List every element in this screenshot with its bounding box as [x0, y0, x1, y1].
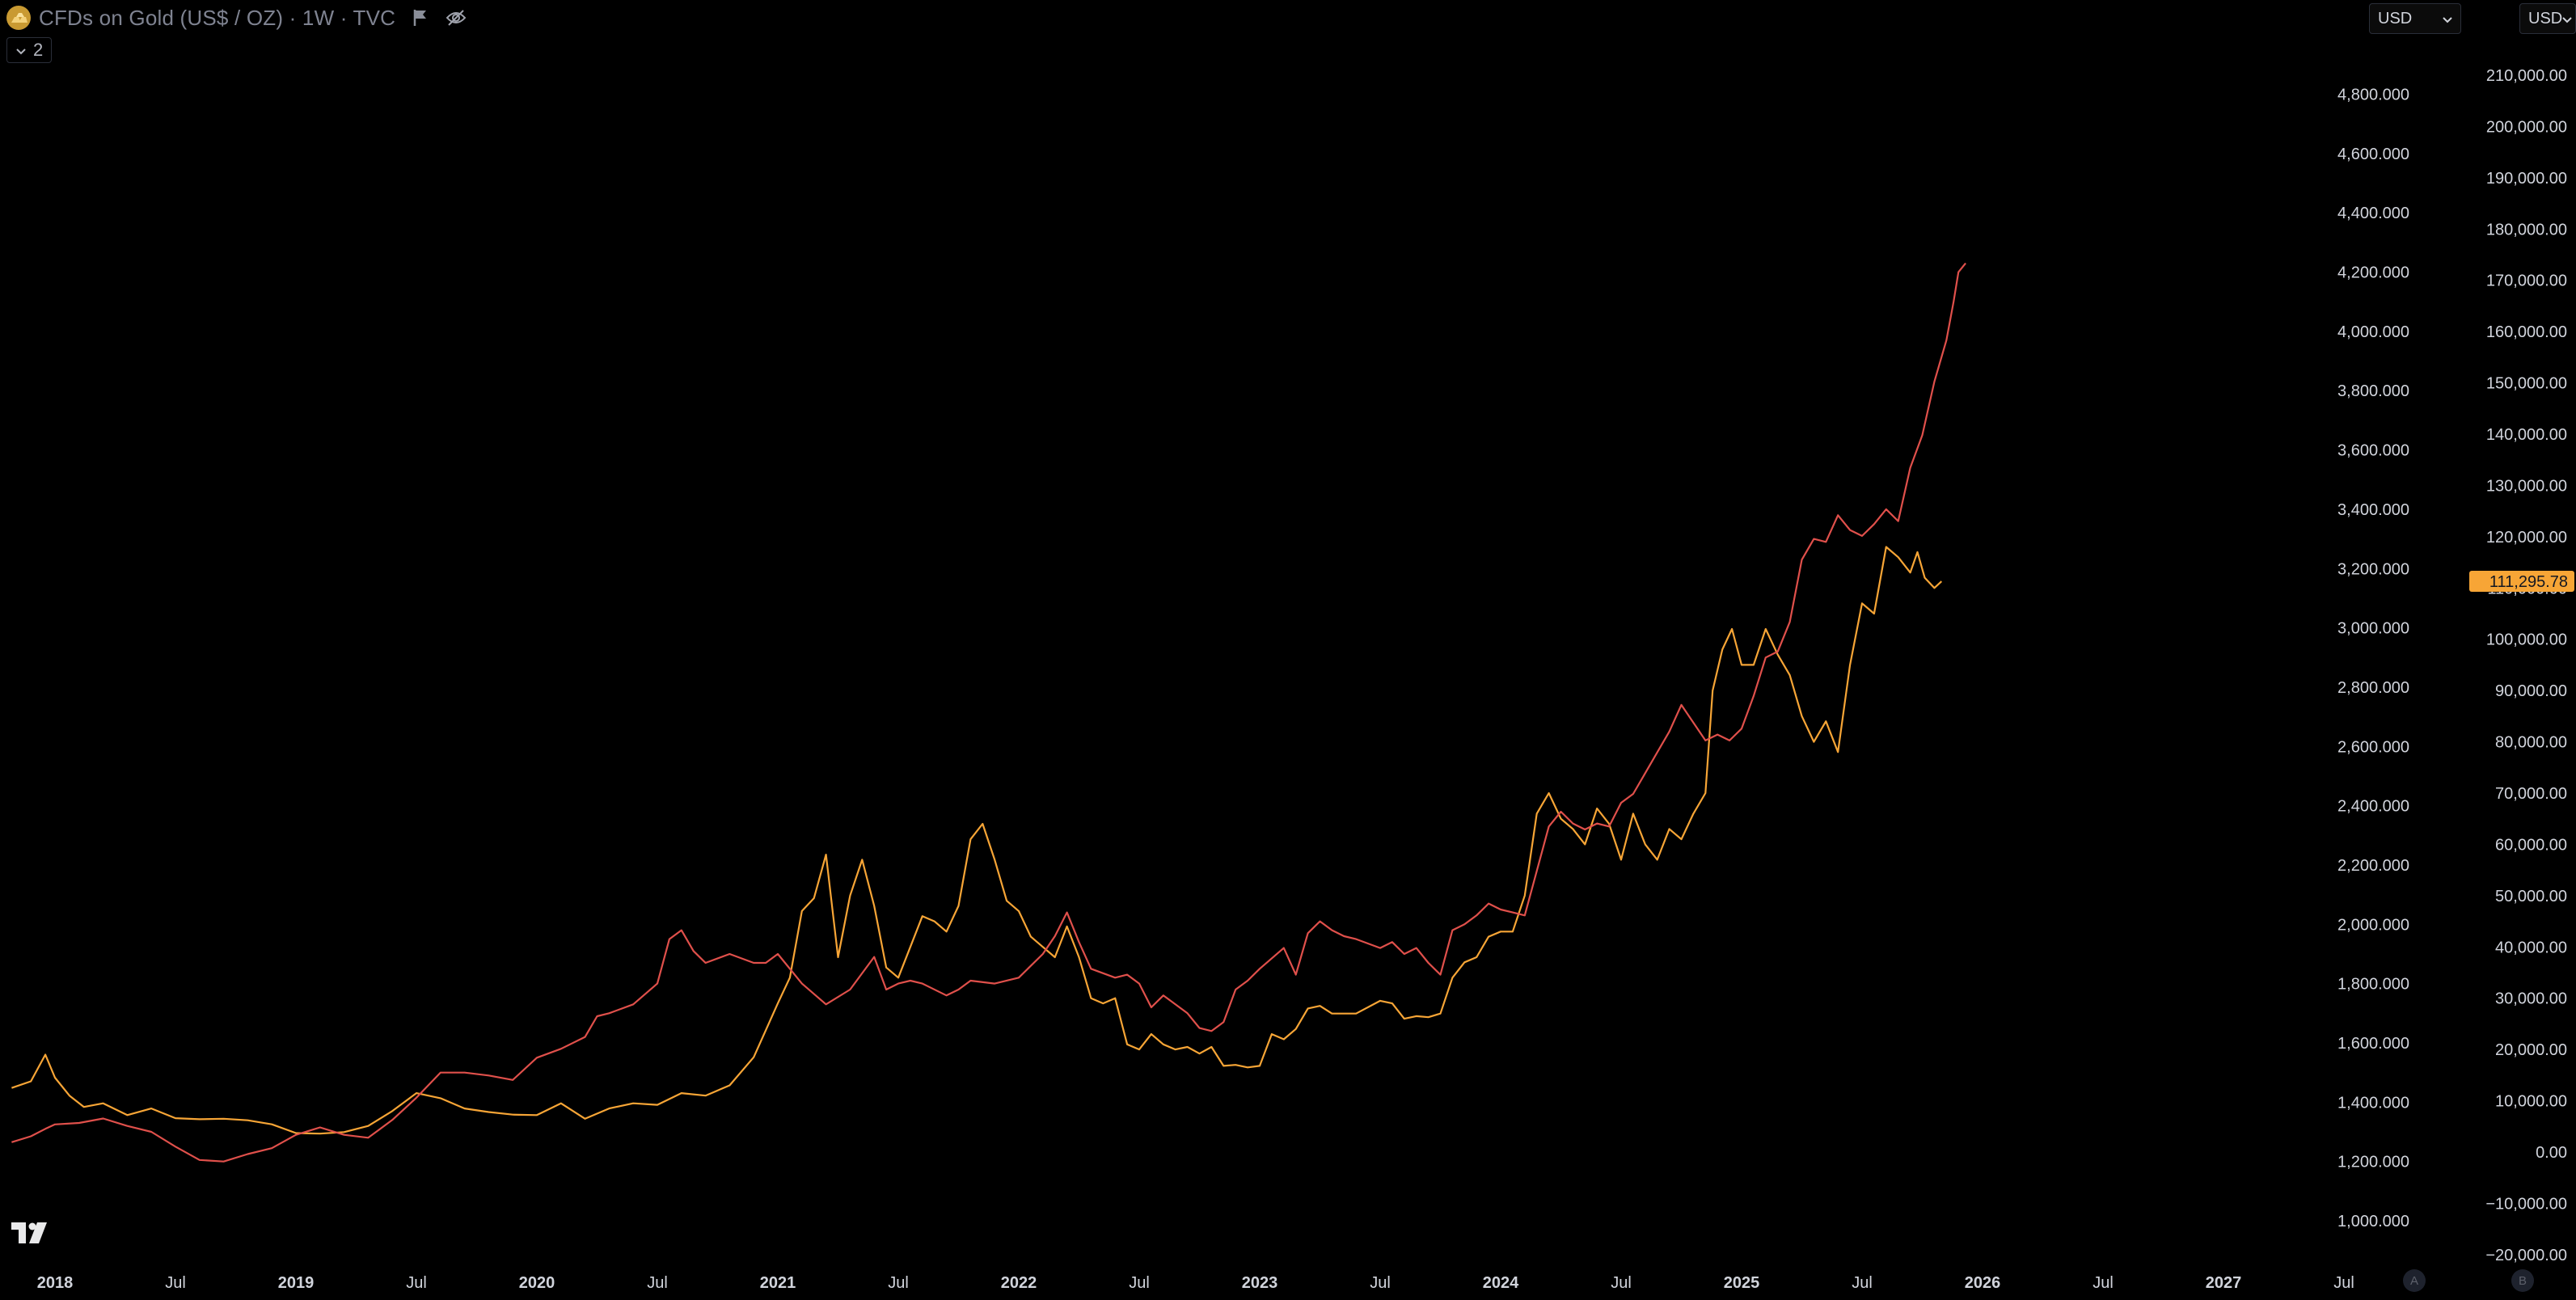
left-axis-tick-label: 2,600.000 — [2337, 738, 2409, 756]
last-price-label: 111,295.78 — [2489, 573, 2568, 591]
left-axis-tick-label: 4,000.000 — [2337, 323, 2409, 341]
flag-icon[interactable] — [410, 7, 431, 28]
right-axis-tick-label: 80,000.00 — [2495, 734, 2567, 752]
left-axis-tick-label: 3,000.000 — [2337, 620, 2409, 638]
right-axis-tick-label: 100,000.00 — [2486, 631, 2567, 649]
last-price-label-bg — [2469, 571, 2574, 593]
left-axis-tick-label: 4,200.000 — [2337, 264, 2409, 282]
right-axis-tick-label: 70,000.00 — [2495, 785, 2567, 803]
left-axis-tick-label: 3,800.000 — [2337, 382, 2409, 400]
x-tick-label: 2024 — [1483, 1274, 1519, 1292]
indicator-count: 2 — [33, 40, 44, 60]
chevron-down-icon — [2562, 10, 2572, 28]
x-tick-label: Jul — [1611, 1274, 1632, 1292]
left-axis-currency-select[interactable]: USD — [2369, 3, 2461, 34]
chart-title: CFDs on Gold (US$ / OZ) · 1W · TVC — [39, 5, 396, 30]
left-axis-tick-label: 4,600.000 — [2337, 146, 2409, 163]
x-tick-label: Jul — [2092, 1274, 2114, 1292]
left-axis-tick-label: 1,000.000 — [2337, 1213, 2409, 1230]
x-tick-label: 2019 — [278, 1274, 315, 1292]
right-axis-tick-label: 150,000.00 — [2486, 375, 2567, 393]
right-axis-tick-label: 160,000.00 — [2486, 323, 2567, 341]
x-tick-label: Jul — [406, 1274, 427, 1292]
right-axis-tick-label: 0.00 — [2536, 1144, 2567, 1162]
right-axis-tick-label: 200,000.00 — [2486, 118, 2567, 136]
left-axis-tick-label: 3,400.000 — [2337, 501, 2409, 519]
series-line-1 — [11, 262, 1966, 1163]
x-tick-label: Jul — [888, 1274, 909, 1292]
left-axis-tick-label: 1,800.000 — [2337, 976, 2409, 994]
right-axis-tick-label: 90,000.00 — [2495, 682, 2567, 700]
x-tick-label: 2020 — [519, 1274, 555, 1292]
indicators-toggle-button[interactable]: 2 — [6, 37, 53, 63]
x-tick-label: Jul — [647, 1274, 668, 1292]
right-axis-tick-label: 50,000.00 — [2495, 888, 2567, 905]
right-axis-tick-label: 130,000.00 — [2486, 477, 2567, 495]
x-tick-label: Jul — [1852, 1274, 1873, 1292]
chevron-down-icon — [2443, 10, 2452, 28]
right-axis-tick-label: 30,000.00 — [2495, 990, 2567, 1008]
right-axis-tick-label: 40,000.00 — [2495, 939, 2567, 956]
left-axis-tick-label: 2,200.000 — [2337, 857, 2409, 875]
left-axis-tick-label: 2,400.000 — [2337, 798, 2409, 816]
x-tick-label: Jul — [165, 1274, 186, 1292]
x-tick-label: 2022 — [1001, 1274, 1037, 1292]
right-axis-tick-label: 20,000.00 — [2495, 1041, 2567, 1059]
scale-a-button[interactable]: A — [2403, 1269, 2426, 1292]
left-axis-tick-label: 1,600.000 — [2337, 1035, 2409, 1053]
left-axis-tick-label: 3,600.000 — [2337, 442, 2409, 460]
x-tick-label: 2027 — [2206, 1274, 2242, 1292]
tradingview-logo[interactable] — [11, 1222, 52, 1247]
scale-b-button[interactable]: B — [2511, 1269, 2534, 1292]
x-tick-label: 2026 — [1965, 1274, 2001, 1292]
left-axis-tick-label: 1,200.000 — [2337, 1154, 2409, 1171]
right-axis-tick-label: −20,000.00 — [2485, 1247, 2567, 1264]
gold-symbol-icon — [6, 6, 31, 30]
right-axis-tick-label: 170,000.00 — [2486, 272, 2567, 290]
right-axis-tick-label: −10,000.00 — [2485, 1195, 2567, 1213]
left-axis-tick-label: 4,800.000 — [2337, 87, 2409, 104]
hide-eye-icon[interactable] — [446, 7, 467, 28]
left-axis-tick-label: 3,200.000 — [2337, 560, 2409, 578]
right-axis-tick-label: 120,000.00 — [2486, 529, 2567, 547]
right-axis-tick-label: 10,000.00 — [2495, 1093, 2567, 1111]
left-axis-tick-label: 2,000.000 — [2337, 916, 2409, 934]
right-axis-tick-label: 210,000.00 — [2486, 67, 2567, 85]
x-tick-label: 2025 — [1724, 1274, 1760, 1292]
right-axis-currency-select[interactable]: USD — [2519, 3, 2576, 34]
currency-label: USD — [2378, 9, 2413, 27]
x-tick-label: Jul — [1129, 1274, 1150, 1292]
left-axis-tick-label: 2,800.000 — [2337, 679, 2409, 697]
series-line-0 — [11, 546, 1943, 1135]
chart-header: CFDs on Gold (US$ / OZ) · 1W · TVC — [6, 3, 467, 32]
right-axis-tick-label: 190,000.00 — [2486, 170, 2567, 188]
x-tick-label: 2023 — [1242, 1274, 1278, 1292]
x-tick-label: Jul — [2333, 1274, 2354, 1292]
x-tick-label: 2021 — [760, 1274, 796, 1292]
currency-label: USD — [2528, 9, 2563, 27]
right-axis-tick-label: 180,000.00 — [2486, 221, 2567, 238]
left-axis-tick-label: 4,400.000 — [2337, 205, 2409, 222]
x-tick-label: 2018 — [37, 1274, 74, 1292]
left-axis-tick-label: 1,400.000 — [2337, 1094, 2409, 1112]
right-axis-tick-label: 140,000.00 — [2486, 426, 2567, 444]
chevron-down-icon — [15, 40, 27, 61]
x-tick-label: Jul — [1370, 1274, 1391, 1292]
right-axis-tick-label: 60,000.00 — [2495, 836, 2567, 854]
